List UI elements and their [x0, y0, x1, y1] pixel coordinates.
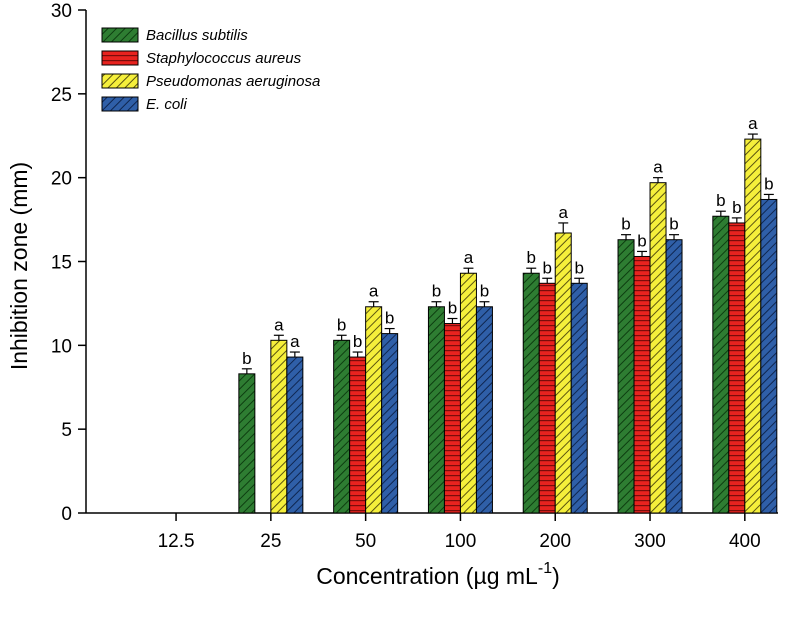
bar — [333, 339, 351, 514]
bar — [381, 333, 399, 514]
y-axis-title: Inhibition zone (mm) — [6, 162, 32, 370]
data-label: b — [353, 332, 362, 351]
data-label: b — [337, 315, 346, 334]
data-label: a — [274, 315, 284, 334]
bar — [475, 306, 493, 514]
bar — [728, 222, 746, 514]
data-label: b — [432, 282, 441, 301]
bar — [349, 356, 367, 514]
legend-swatch — [101, 50, 139, 66]
x-tick-label: 200 — [539, 531, 571, 552]
x-axis-title: Concentration (µg mL-1) — [316, 560, 560, 589]
data-label: a — [369, 282, 379, 301]
bar — [617, 239, 635, 514]
data-label: b — [448, 299, 457, 318]
data-label: b — [480, 282, 489, 301]
bar — [286, 356, 304, 514]
x-tick-label: 12.5 — [158, 531, 195, 552]
x-tick-label: 100 — [445, 531, 477, 552]
bar — [554, 232, 572, 514]
data-label: b — [242, 349, 251, 368]
y-tick-label: 20 — [51, 169, 72, 190]
bar — [270, 339, 288, 514]
y-tick-label: 25 — [51, 85, 72, 106]
legend-label: Pseudomonas aeruginosa — [146, 73, 320, 90]
bar — [538, 282, 556, 514]
x-tick-label: 50 — [355, 531, 376, 552]
bar — [649, 182, 667, 514]
bar — [427, 306, 445, 514]
bar — [712, 215, 730, 514]
axes: 0 5 10 15 20 25 30 12.5 25 50 100 200 300 400 — [51, 1, 778, 552]
data-label: a — [558, 203, 568, 222]
bar — [570, 282, 588, 514]
data-label: b — [574, 258, 583, 277]
bar — [365, 306, 383, 514]
data-label: b — [716, 191, 725, 210]
bar — [522, 272, 540, 514]
data-label: b — [732, 198, 741, 217]
legend-label: E. coli — [146, 96, 188, 113]
y-tick-label: 0 — [61, 504, 72, 525]
x-tick-label: 400 — [729, 531, 761, 552]
data-label: a — [653, 158, 663, 177]
bar — [238, 373, 256, 514]
data-label: b — [526, 248, 535, 267]
legend-swatch — [101, 73, 139, 89]
data-label: b — [669, 215, 678, 234]
bar — [760, 198, 778, 514]
data-label: a — [748, 114, 758, 133]
data-label: b — [385, 309, 394, 328]
legend-swatch — [101, 96, 139, 112]
bar — [744, 138, 762, 514]
legend-label: Staphylococcus aureus — [146, 50, 302, 67]
data-label: b — [542, 258, 551, 277]
bar — [665, 239, 683, 514]
data-label: a — [290, 332, 300, 351]
y-tick-label: 15 — [51, 253, 72, 274]
y-tick-label: 5 — [61, 420, 72, 441]
data-label: b — [637, 231, 646, 250]
bar — [459, 272, 477, 514]
legend: Bacillus subtilis Staphylococcus aureus Ps… — [101, 27, 320, 113]
y-tick-label: 30 — [51, 1, 72, 22]
data-label: b — [621, 215, 630, 234]
bar — [443, 323, 461, 514]
x-tick-label: 300 — [634, 531, 666, 552]
data-label: b — [764, 174, 773, 193]
y-tick-label: 10 — [51, 336, 72, 357]
legend-label: Bacillus subtilis — [146, 27, 248, 44]
x-tick-label: 25 — [260, 531, 281, 552]
legend-swatch — [101, 27, 139, 43]
data-label: a — [464, 248, 474, 267]
bar — [633, 255, 651, 514]
